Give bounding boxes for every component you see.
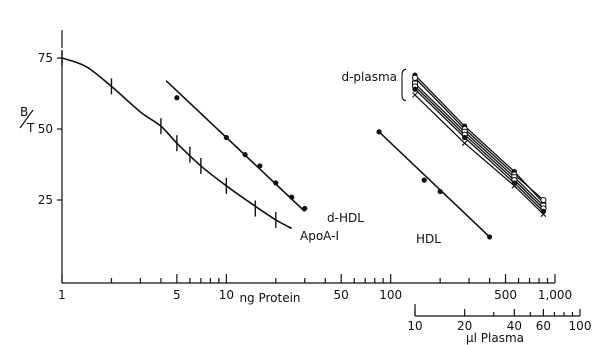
point-d-hdl-2 bbox=[242, 151, 248, 158]
d-plasma-line-2 bbox=[414, 77, 544, 201]
series-label-hdl: HDL bbox=[416, 232, 441, 246]
d-plasma-point-6-4 bbox=[540, 211, 547, 218]
y-axis-label-numerator: B bbox=[20, 105, 28, 119]
d-plasma-line-6 bbox=[414, 94, 544, 215]
d-plasma-bracket bbox=[401, 68, 407, 102]
d-plasma-line-4 bbox=[414, 85, 544, 209]
x-axis-title-ul-plasma: µl Plasma bbox=[466, 331, 524, 345]
axes: 25 50 75 1 5 10 50 100 500 1,000 10 20 40 60 100 bbox=[19, 30, 592, 333]
y-tick-label-50: 50 bbox=[38, 122, 53, 136]
d-plasma-point-2-4 bbox=[540, 196, 547, 204]
d-plasma-point-6-3 bbox=[511, 182, 518, 189]
d-plasma-point-2-1 bbox=[411, 74, 419, 81]
point-d-hdl-6 bbox=[302, 205, 308, 212]
x2-tick-label-100: 100 bbox=[569, 319, 592, 333]
x2-tick-label-40: 40 bbox=[507, 319, 522, 333]
y-tick-label-75: 75 bbox=[38, 51, 53, 65]
d-plasma-point-5-2 bbox=[462, 134, 468, 141]
x-tick-label-1000: 1,000 bbox=[538, 288, 572, 302]
x-axis-title-ng-protein: ng Protein bbox=[239, 291, 300, 305]
series-label-apoa1: ApoA-I bbox=[300, 229, 339, 243]
d-plasma-line-5 bbox=[414, 88, 544, 212]
point-hdl-0 bbox=[376, 129, 382, 135]
point-hdl-1 bbox=[421, 177, 427, 183]
x-tick-label-1: 1 bbox=[58, 288, 66, 302]
d-plasma-point-5-1 bbox=[412, 86, 418, 92]
x-tick-label-5: 5 bbox=[173, 288, 181, 302]
x-tick-label-50: 50 bbox=[334, 288, 349, 302]
point-d-hdl-3 bbox=[257, 163, 263, 169]
y-axis-label-denominator: T bbox=[26, 121, 35, 135]
x-tick-label-100: 100 bbox=[379, 288, 402, 302]
series-label-d-hdl: d-HDL bbox=[327, 211, 364, 225]
point-hdl-2 bbox=[437, 188, 443, 195]
marks bbox=[61, 50, 547, 240]
d-plasma-line-3 bbox=[414, 83, 544, 207]
x-tick-label-10: 10 bbox=[219, 288, 234, 302]
x2-tick-label-60: 60 bbox=[536, 319, 551, 333]
series-label-d-plasma: d-plasma bbox=[341, 70, 397, 84]
x2-tick-label-10: 10 bbox=[407, 319, 422, 333]
point-d-hdl-5 bbox=[289, 194, 295, 200]
point-d-hdl-4 bbox=[273, 180, 279, 186]
point-d-hdl-1 bbox=[223, 134, 229, 141]
point-hdl-3 bbox=[487, 234, 493, 240]
y-tick-label-25: 25 bbox=[38, 193, 53, 207]
series-line-hdl bbox=[378, 131, 491, 238]
x2-tick-label-20: 20 bbox=[457, 319, 472, 333]
x-tick-label-500: 500 bbox=[494, 288, 517, 302]
y-axis-label-slash bbox=[19, 109, 34, 129]
d-plasma-point-6-2 bbox=[461, 140, 468, 147]
d-plasma-point-6-1 bbox=[412, 92, 418, 98]
series-line-d-hdl bbox=[165, 80, 306, 212]
point-d-hdl-0 bbox=[174, 95, 180, 101]
